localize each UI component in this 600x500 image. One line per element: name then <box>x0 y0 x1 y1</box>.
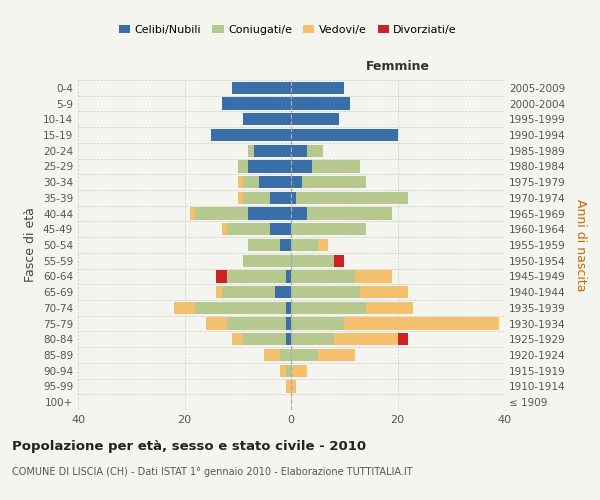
Bar <box>222 286 275 298</box>
Bar <box>280 364 286 377</box>
Bar <box>313 160 360 172</box>
Bar <box>291 113 339 126</box>
Bar <box>317 239 328 251</box>
Bar <box>248 239 280 251</box>
Bar <box>291 208 307 220</box>
Bar <box>291 286 360 298</box>
Bar <box>307 144 323 157</box>
Bar <box>243 176 259 188</box>
Bar <box>222 98 291 110</box>
Bar <box>227 318 286 330</box>
Bar <box>291 223 365 235</box>
Bar <box>286 364 291 377</box>
Bar <box>291 364 307 377</box>
Bar <box>232 333 243 345</box>
Bar <box>291 82 344 94</box>
Bar <box>270 192 291 204</box>
Y-axis label: Anni di nascita: Anni di nascita <box>574 198 587 291</box>
Text: Femmine: Femmine <box>365 60 430 74</box>
Bar <box>195 302 286 314</box>
Bar <box>243 254 291 267</box>
Bar <box>286 302 291 314</box>
Bar <box>291 192 296 204</box>
Bar <box>286 270 291 282</box>
Bar <box>286 380 291 392</box>
Bar <box>270 223 291 235</box>
Bar <box>222 223 227 235</box>
Bar <box>291 270 355 282</box>
Bar <box>248 144 254 157</box>
Bar <box>355 270 392 282</box>
Text: Popolazione per età, sesso e stato civile - 2010: Popolazione per età, sesso e stato civil… <box>12 440 366 453</box>
Bar <box>275 286 291 298</box>
Bar <box>291 302 365 314</box>
Text: COMUNE DI LISCIA (CH) - Dati ISTAT 1° gennaio 2010 - Elaborazione TUTTITALIA.IT: COMUNE DI LISCIA (CH) - Dati ISTAT 1° ge… <box>12 467 413 477</box>
Bar <box>227 270 286 282</box>
Bar <box>243 192 270 204</box>
Bar <box>291 144 307 157</box>
Bar <box>254 144 291 157</box>
Y-axis label: Fasce di età: Fasce di età <box>25 208 37 282</box>
Bar <box>365 302 413 314</box>
Bar <box>248 208 291 220</box>
Bar <box>227 223 270 235</box>
Bar <box>265 349 280 361</box>
Bar <box>248 160 291 172</box>
Bar <box>291 176 302 188</box>
Bar <box>360 286 408 298</box>
Bar <box>291 380 296 392</box>
Bar <box>334 254 344 267</box>
Bar <box>217 270 227 282</box>
Bar <box>286 318 291 330</box>
Bar <box>232 82 291 94</box>
Bar <box>317 349 355 361</box>
Bar <box>291 98 350 110</box>
Legend: Celibi/Nubili, Coniugati/e, Vedovi/e, Divorziati/e: Celibi/Nubili, Coniugati/e, Vedovi/e, Di… <box>115 20 461 40</box>
Bar <box>238 176 243 188</box>
Bar <box>291 239 317 251</box>
Bar <box>280 349 291 361</box>
Bar <box>291 254 334 267</box>
Bar <box>243 333 286 345</box>
Bar <box>280 239 291 251</box>
Bar <box>259 176 291 188</box>
Bar <box>286 333 291 345</box>
Bar <box>174 302 195 314</box>
Bar <box>334 333 398 345</box>
Bar <box>238 160 248 172</box>
Bar <box>238 192 243 204</box>
Bar <box>398 333 408 345</box>
Bar <box>217 286 222 298</box>
Bar <box>291 318 344 330</box>
Bar <box>211 129 291 141</box>
Bar <box>206 318 227 330</box>
Bar <box>291 349 317 361</box>
Bar <box>291 333 334 345</box>
Bar <box>190 208 195 220</box>
Bar <box>195 208 248 220</box>
Bar <box>243 113 291 126</box>
Bar <box>307 208 392 220</box>
Bar <box>344 318 499 330</box>
Bar <box>296 192 408 204</box>
Bar <box>302 176 365 188</box>
Bar <box>291 160 313 172</box>
Bar <box>291 129 398 141</box>
